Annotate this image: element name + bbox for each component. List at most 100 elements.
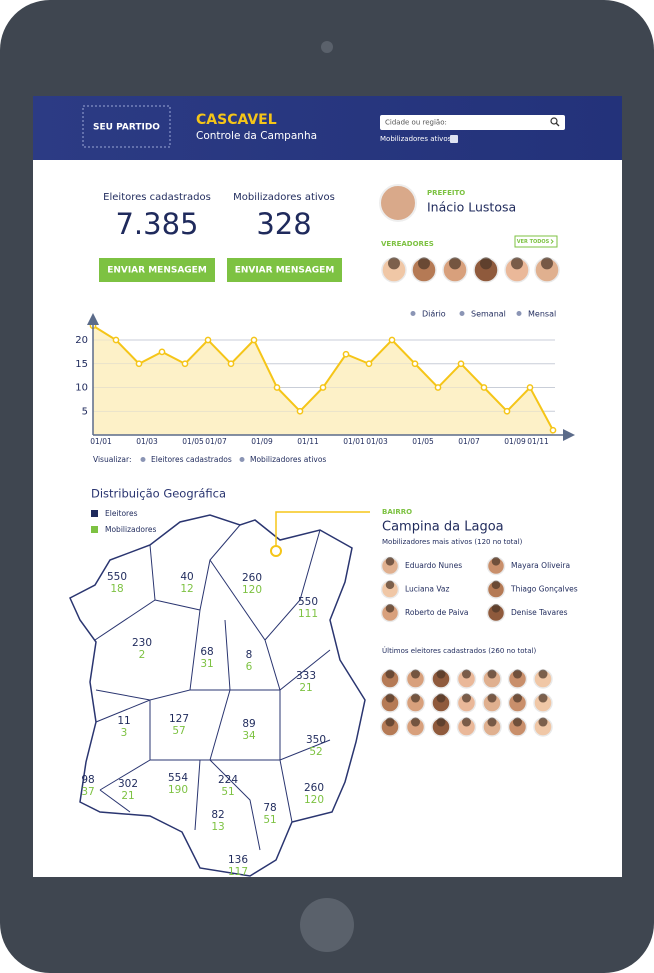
mobilizer-name[interactable]: Luciana Vaz bbox=[405, 585, 449, 594]
region-voters[interactable]: 40 bbox=[180, 571, 193, 583]
y-tick-label: 15 bbox=[75, 359, 88, 370]
region-voters[interactable]: 78 bbox=[263, 802, 276, 814]
region-mobilizers[interactable]: 51 bbox=[263, 814, 276, 826]
region-mobilizers[interactable]: 120 bbox=[242, 584, 262, 596]
legend-label: Eleitores bbox=[105, 509, 138, 518]
region-mobilizers[interactable]: 12 bbox=[180, 583, 193, 595]
region-mobilizers[interactable]: 117 bbox=[228, 866, 248, 878]
badge: SEU PARTIDO bbox=[93, 123, 160, 133]
region-voters[interactable]: 302 bbox=[118, 778, 138, 790]
avatar-hair bbox=[411, 717, 420, 727]
region-voters[interactable]: 89 bbox=[242, 718, 255, 730]
mobilizer-name[interactable]: Mayara Oliveira bbox=[511, 561, 570, 570]
region-voters[interactable]: 68 bbox=[200, 646, 213, 658]
region-mobilizers[interactable]: 2 bbox=[139, 649, 146, 661]
region-mobilizers[interactable]: 13 bbox=[211, 821, 224, 833]
stat-value: 7.385 bbox=[115, 207, 198, 241]
stat-value: 328 bbox=[256, 207, 311, 241]
period-label: Mensal bbox=[528, 310, 556, 319]
region-voters[interactable]: 98 bbox=[81, 774, 94, 786]
avatar-hair bbox=[511, 257, 523, 270]
point bbox=[135, 360, 143, 368]
period-radio[interactable] bbox=[410, 311, 416, 316]
region-mobilizers[interactable]: 34 bbox=[242, 730, 256, 742]
region-mobilizers[interactable]: 18 bbox=[110, 583, 123, 595]
region-mobilizers[interactable]: 21 bbox=[299, 682, 312, 694]
region-mobilizers[interactable]: 21 bbox=[121, 790, 134, 802]
region-voters[interactable]: 82 bbox=[211, 809, 224, 821]
home-button[interactable] bbox=[300, 898, 354, 952]
map-outline bbox=[69, 514, 366, 877]
see-all[interactable] bbox=[514, 235, 558, 248]
send-button[interactable] bbox=[227, 258, 342, 282]
avatar-hair bbox=[411, 669, 420, 679]
councillors-title: VEREADORES bbox=[381, 240, 434, 248]
region-voters[interactable]: 224 bbox=[218, 774, 238, 786]
avatar-hair bbox=[513, 669, 522, 679]
region-mobilizers[interactable]: 31 bbox=[200, 658, 213, 670]
region-voters[interactable]: 260 bbox=[304, 782, 324, 794]
neighborhood-name: Campina da Lagoa bbox=[382, 520, 504, 535]
region-voters[interactable]: 333 bbox=[296, 670, 316, 682]
view-radio[interactable] bbox=[140, 457, 146, 462]
map-borders bbox=[94, 524, 331, 851]
region-voters[interactable]: 554 bbox=[168, 772, 188, 784]
avatar-hair bbox=[487, 717, 497, 727]
x-tick-label: 01/07 bbox=[458, 437, 480, 446]
avatar-hair bbox=[385, 557, 395, 566]
send-button[interactable] bbox=[99, 258, 215, 282]
filter-toggle[interactable] bbox=[450, 135, 458, 143]
point bbox=[273, 384, 281, 391]
send-button-label: ENVIAR MENSAGEM bbox=[107, 266, 207, 276]
point bbox=[388, 336, 396, 344]
region-voters[interactable]: 260 bbox=[242, 572, 262, 584]
point bbox=[181, 360, 189, 368]
region-voters[interactable]: 230 bbox=[132, 637, 152, 649]
region-mobilizers[interactable]: 57 bbox=[172, 725, 185, 737]
region-mobilizers[interactable]: 52 bbox=[309, 746, 322, 758]
region-voters[interactable]: 8 bbox=[246, 649, 253, 661]
callout-point[interactable] bbox=[270, 545, 282, 557]
point bbox=[204, 336, 212, 344]
region-voters[interactable]: 550 bbox=[298, 596, 318, 608]
avatar-hair bbox=[487, 693, 497, 703]
period-radio[interactable] bbox=[516, 311, 522, 316]
period-radio[interactable] bbox=[459, 311, 465, 316]
region-voters[interactable]: 11 bbox=[117, 715, 130, 727]
point bbox=[227, 360, 235, 368]
region-voters[interactable]: 350 bbox=[306, 734, 326, 746]
region-mobilizers[interactable]: 190 bbox=[168, 784, 188, 796]
search-icon[interactable] bbox=[550, 117, 558, 125]
period-label: Diário bbox=[422, 310, 446, 319]
region-mobilizers[interactable]: 37 bbox=[81, 786, 94, 798]
point bbox=[296, 407, 304, 415]
x-tick-label: 01/07 bbox=[205, 437, 227, 446]
region-mobilizers[interactable]: 111 bbox=[298, 608, 318, 620]
x-tick-label: 01/11 bbox=[527, 437, 549, 446]
avatar-hair bbox=[487, 669, 497, 679]
avatar-hair bbox=[385, 604, 395, 613]
region-voters[interactable]: 550 bbox=[107, 571, 127, 583]
mobilizer-name[interactable]: Thiago Gonçalves bbox=[510, 585, 578, 594]
y-tick-label: 10 bbox=[75, 383, 88, 394]
subtitle: Controle da Campanha bbox=[196, 130, 317, 142]
region-voters[interactable]: 136 bbox=[228, 854, 248, 866]
region-mobilizers[interactable]: 120 bbox=[304, 794, 324, 806]
avatar-hair bbox=[436, 717, 446, 727]
region-mobilizers[interactable]: 51 bbox=[221, 786, 234, 798]
mobilizer-name[interactable]: Denise Tavares bbox=[511, 608, 568, 617]
top-title: Mobilizadores mais ativos (120 no total) bbox=[382, 538, 523, 546]
avatar-hair bbox=[491, 557, 501, 566]
x-tick-label: 01/01 bbox=[90, 437, 112, 446]
view-radio[interactable] bbox=[239, 457, 245, 462]
search-box[interactable] bbox=[380, 115, 565, 130]
callout-line bbox=[275, 511, 370, 551]
region-voters[interactable]: 127 bbox=[169, 713, 189, 725]
mobilizer-name[interactable]: Roberto de Paiva bbox=[405, 608, 469, 617]
mayor-photo bbox=[379, 184, 417, 222]
mobilizer-name[interactable]: Eduardo Nunes bbox=[405, 561, 462, 570]
x-tick-label: 01/05 bbox=[182, 437, 204, 446]
region-mobilizers[interactable]: 3 bbox=[121, 727, 128, 739]
region-mobilizers[interactable]: 6 bbox=[246, 661, 253, 673]
